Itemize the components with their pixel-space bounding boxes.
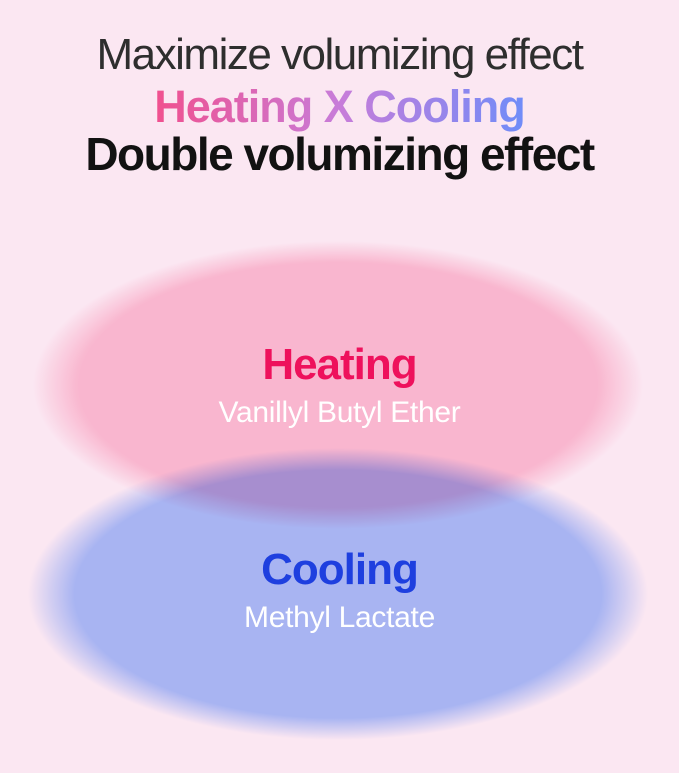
headline-heating-x-cooling: Heating X Cooling	[154, 81, 525, 132]
headline-top: Maximize volumizing effect	[96, 30, 584, 79]
headline-double-effect: Double volumizing effect	[85, 128, 595, 180]
heating-label: Heating	[262, 340, 417, 389]
cooling-label: Cooling	[261, 545, 419, 594]
cooling-ingredient: Methyl Lactate	[244, 601, 435, 634]
heating-ingredient: Vanillyl Butyl Ether	[218, 396, 461, 429]
